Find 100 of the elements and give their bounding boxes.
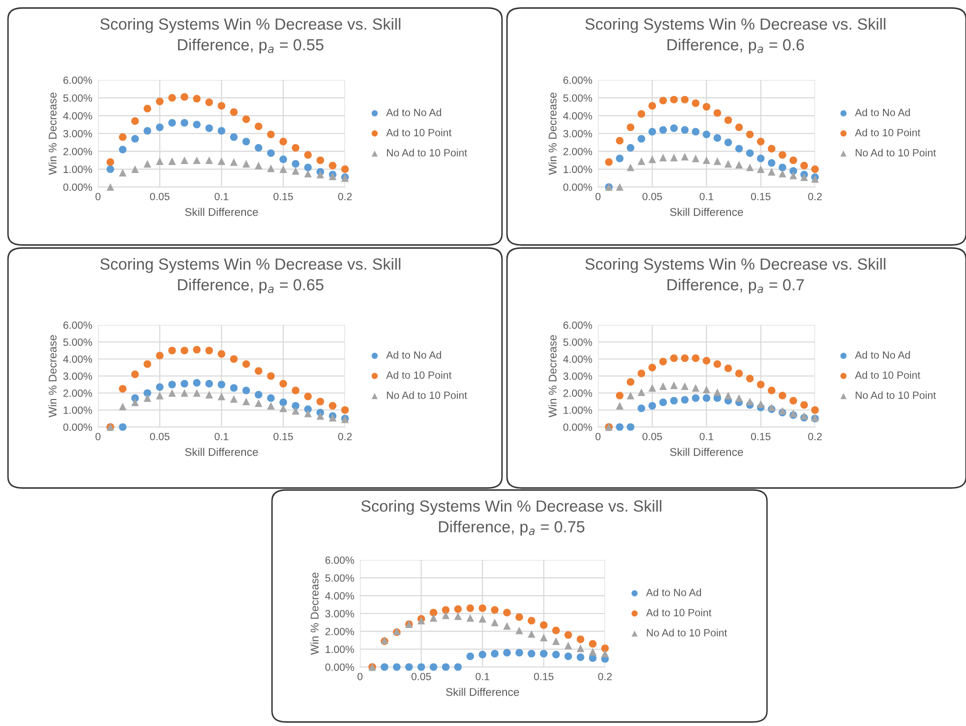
point xyxy=(702,130,710,138)
point xyxy=(192,378,201,387)
point xyxy=(328,162,336,170)
point xyxy=(316,412,324,420)
point xyxy=(254,122,262,130)
y-tick-label: 1.00% xyxy=(64,406,92,414)
point xyxy=(118,146,127,154)
point xyxy=(478,604,486,612)
point xyxy=(279,380,288,388)
point xyxy=(515,626,524,634)
point xyxy=(626,392,634,400)
point xyxy=(292,402,300,410)
point xyxy=(756,165,765,173)
point xyxy=(254,390,262,399)
y-tick-label: 5.00% xyxy=(563,338,592,346)
x-tick-label: 0.2 xyxy=(808,192,822,200)
y-tick-label: 0.00% xyxy=(325,664,354,671)
point xyxy=(118,384,127,393)
y-tick-label: 2.00% xyxy=(563,390,592,397)
point xyxy=(626,423,634,431)
point xyxy=(616,392,624,400)
point xyxy=(118,423,127,431)
point xyxy=(659,154,667,162)
point xyxy=(292,160,300,168)
point xyxy=(254,144,262,152)
point xyxy=(540,634,548,642)
point xyxy=(254,399,262,408)
point xyxy=(746,374,754,382)
point xyxy=(648,384,656,392)
point xyxy=(442,611,450,620)
x-tick-label: 0.1 xyxy=(700,432,714,440)
point xyxy=(230,158,238,166)
point xyxy=(254,367,262,375)
y-tick-label: 4.00% xyxy=(563,356,592,363)
point xyxy=(267,130,275,138)
point xyxy=(218,380,226,388)
point xyxy=(267,164,275,172)
point xyxy=(279,398,288,406)
chart-title: Scoring Systems Win % Decrease vs. Skill Difference, p$_{a}$ = 0.75 xyxy=(361,500,662,536)
point xyxy=(692,354,700,362)
point xyxy=(292,167,300,175)
point xyxy=(218,392,226,400)
point xyxy=(156,392,164,400)
point xyxy=(564,631,572,639)
point xyxy=(205,346,213,354)
point xyxy=(540,621,548,629)
y-tick-label: 5.00% xyxy=(563,94,592,102)
point xyxy=(131,165,139,173)
point xyxy=(735,144,743,152)
point xyxy=(478,650,486,658)
y-tick-label: 2.00% xyxy=(63,148,92,156)
point xyxy=(588,640,597,648)
point xyxy=(279,138,288,146)
point xyxy=(180,346,188,354)
point xyxy=(811,406,819,414)
point xyxy=(292,386,300,394)
point xyxy=(131,370,139,378)
point xyxy=(341,165,349,173)
point xyxy=(380,663,388,671)
point xyxy=(702,356,710,365)
point xyxy=(756,400,765,408)
point xyxy=(692,154,700,162)
y-tick-label: 4.00% xyxy=(63,112,92,120)
point xyxy=(616,183,624,191)
point xyxy=(626,164,634,172)
point xyxy=(648,156,656,164)
x-tick-label: 0.15 xyxy=(274,192,293,200)
legend-label: Ad to 10 Point xyxy=(646,608,712,616)
point xyxy=(328,402,336,410)
y-tick-label: 0.00% xyxy=(563,424,592,431)
point xyxy=(702,386,710,394)
point xyxy=(576,636,584,644)
point xyxy=(626,144,634,152)
point xyxy=(638,135,646,143)
point xyxy=(638,404,646,412)
legend-label: Ad to 10 Point xyxy=(386,128,452,136)
point xyxy=(180,380,188,388)
point xyxy=(254,162,262,170)
point xyxy=(605,158,613,166)
x-tick-label: 0.1 xyxy=(476,672,490,680)
y-tick-label: 1.00% xyxy=(564,166,592,174)
x-axis-title: Skill Difference xyxy=(446,688,519,696)
y-tick-label: 0.00% xyxy=(63,424,92,431)
point xyxy=(670,382,678,390)
point xyxy=(756,138,765,146)
y-axis-title: Win % Decrease xyxy=(548,335,557,418)
y-axis-title: Win % Decrease xyxy=(48,335,57,418)
y-tick-label: 1.00% xyxy=(326,646,354,654)
point xyxy=(680,126,689,134)
x-tick-label: 0.1 xyxy=(700,192,714,200)
point xyxy=(168,346,176,354)
point xyxy=(242,115,250,124)
point xyxy=(131,398,139,406)
point xyxy=(430,608,438,616)
point xyxy=(442,606,450,614)
point xyxy=(756,380,765,388)
point xyxy=(746,130,754,138)
point xyxy=(267,402,275,410)
point xyxy=(144,160,152,168)
point xyxy=(724,364,732,372)
